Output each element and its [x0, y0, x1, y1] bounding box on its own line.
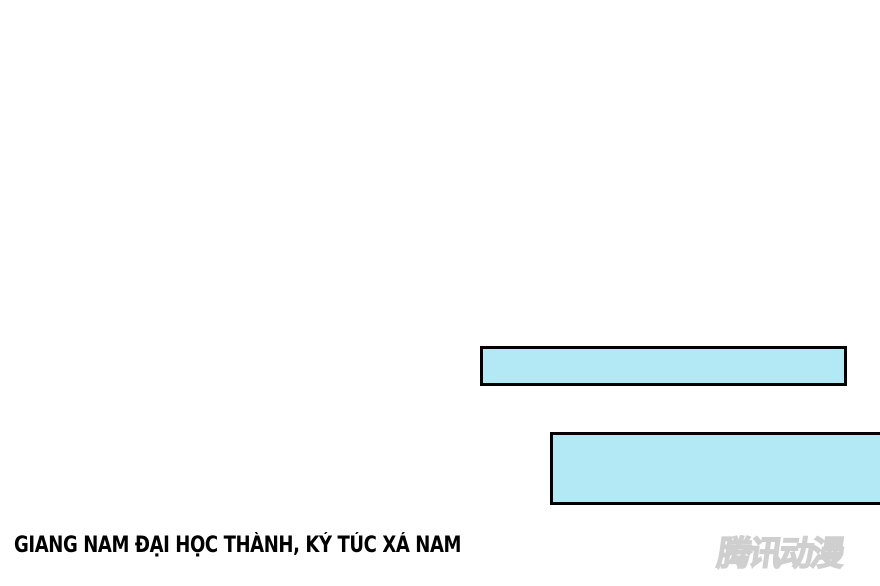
location-caption: GIANG NAM ĐẠI HỌC THÀNH, KÝ TÚC XÁ NAM: [14, 533, 462, 558]
empty-text-box-bottom: [550, 432, 880, 505]
watermark-logo: 腾讯动漫: [714, 533, 845, 575]
empty-text-box-top: [480, 346, 847, 386]
